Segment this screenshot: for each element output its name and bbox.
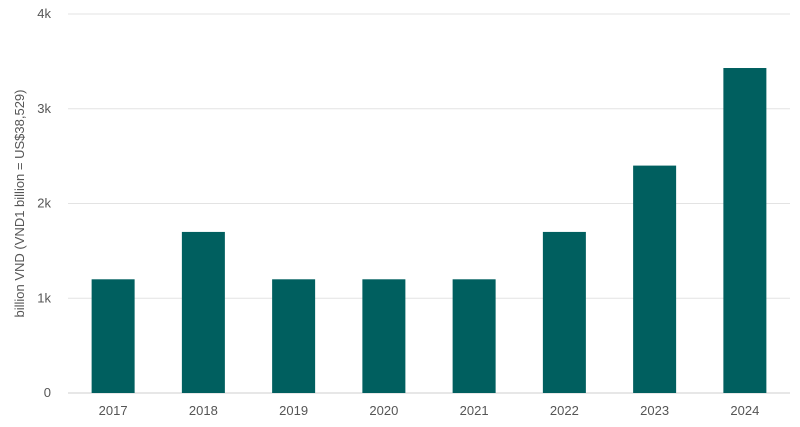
y-tick-label: 2k — [37, 196, 51, 211]
bar-2020[interactable] — [362, 279, 406, 393]
x-tick-label: 2023 — [640, 403, 669, 418]
x-tick-label: 2019 — [279, 403, 308, 418]
y-axis-ticks: 0 1k 2k 3k 4k — [37, 6, 51, 400]
bar-2024[interactable] — [723, 68, 767, 393]
x-tick-label: 2018 — [189, 403, 218, 418]
y-axis-title: billion VND (VND1 billion = US$38,529) — [12, 90, 27, 318]
x-tick-label: 2024 — [730, 403, 759, 418]
bar-2021[interactable] — [452, 279, 496, 393]
gridlines — [68, 13, 790, 394]
x-tick-label: 2021 — [460, 403, 489, 418]
y-tick-label: 0 — [44, 385, 51, 400]
y-tick-label: 1k — [37, 290, 51, 305]
bar-2019[interactable] — [272, 279, 316, 393]
y-tick-label: 4k — [37, 6, 51, 21]
y-tick-label: 3k — [37, 101, 51, 116]
bar-2022[interactable] — [542, 231, 586, 393]
bar-2017[interactable] — [91, 279, 135, 393]
bar-2018[interactable] — [181, 231, 225, 393]
x-tick-label: 2017 — [99, 403, 128, 418]
bars — [91, 68, 767, 393]
x-tick-label: 2022 — [550, 403, 579, 418]
x-tick-label: 2020 — [369, 403, 398, 418]
bar-2023[interactable] — [633, 165, 677, 393]
x-axis-ticks: 2017 2018 2019 2020 2021 2022 2023 2024 — [99, 403, 760, 418]
